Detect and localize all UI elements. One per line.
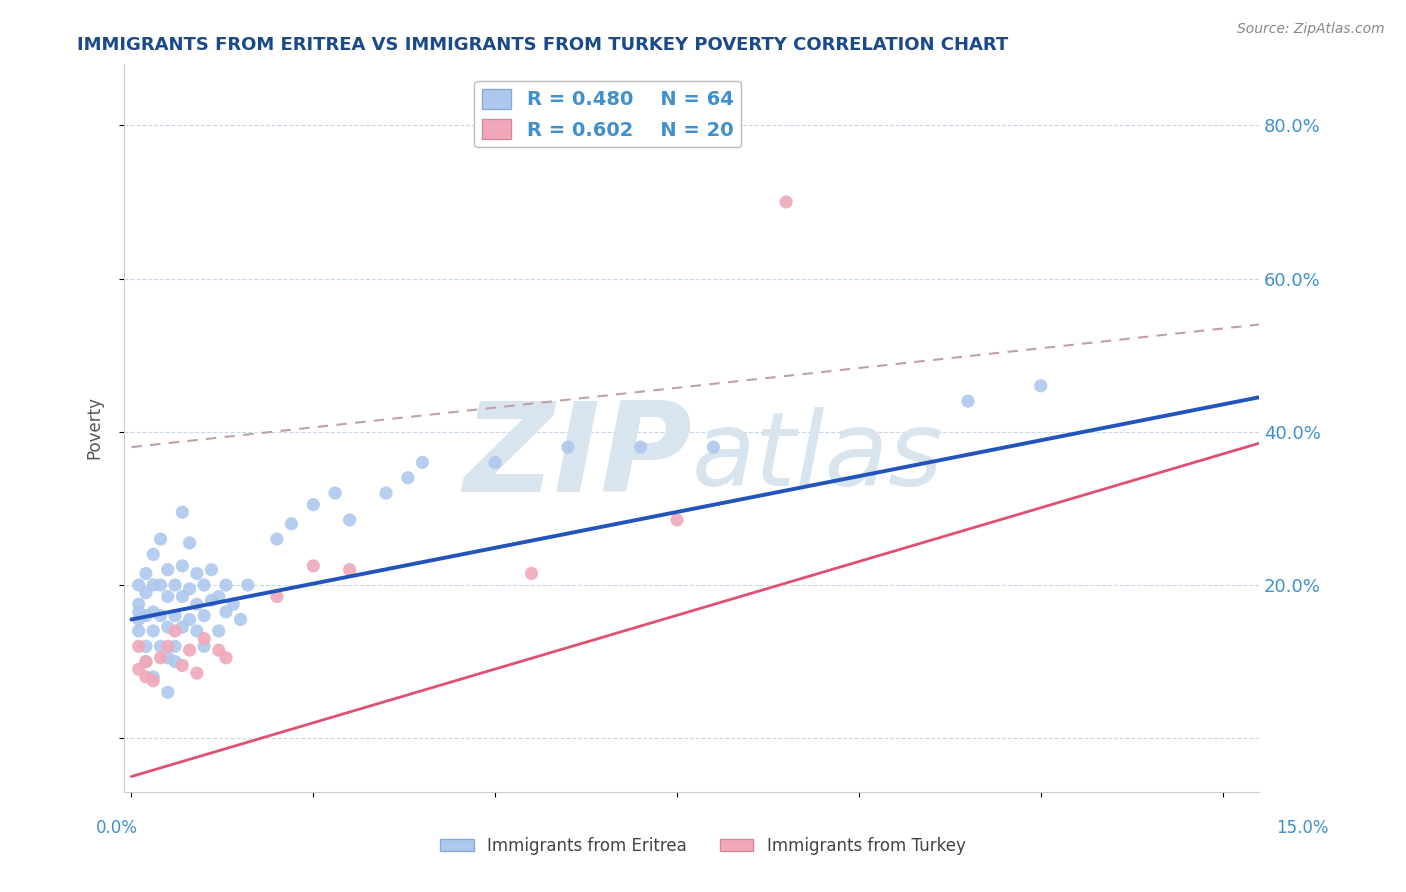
- Point: [193, 640, 215, 654]
- Point: [165, 624, 187, 638]
- Point: [266, 590, 288, 604]
- Point: [208, 624, 231, 638]
- Point: [135, 566, 157, 581]
- Point: [156, 640, 179, 654]
- Point: [411, 455, 433, 469]
- Point: [200, 593, 222, 607]
- Point: [229, 612, 252, 626]
- Point: [165, 608, 187, 623]
- Point: [630, 440, 652, 454]
- Point: [149, 640, 172, 654]
- Point: [339, 563, 361, 577]
- Point: [339, 513, 361, 527]
- Point: [128, 640, 150, 654]
- Point: [179, 643, 201, 657]
- Point: [520, 566, 543, 581]
- Point: [302, 558, 325, 573]
- Text: ZIP: ZIP: [463, 397, 692, 517]
- Legend: Immigrants from Eritrea, Immigrants from Turkey: Immigrants from Eritrea, Immigrants from…: [433, 830, 973, 862]
- Point: [142, 578, 165, 592]
- Point: [172, 590, 194, 604]
- Point: [128, 612, 150, 626]
- Point: [186, 597, 208, 611]
- Point: [302, 498, 325, 512]
- Point: [156, 563, 179, 577]
- Point: [156, 685, 179, 699]
- Point: [323, 486, 346, 500]
- Point: [396, 471, 419, 485]
- Point: [236, 578, 259, 592]
- Point: [208, 590, 231, 604]
- Point: [666, 513, 689, 527]
- Y-axis label: Poverty: Poverty: [86, 396, 103, 459]
- Legend: R = 0.480    N = 64, R = 0.602    N = 20: R = 0.480 N = 64, R = 0.602 N = 20: [474, 81, 741, 147]
- Point: [135, 640, 157, 654]
- Text: IMMIGRANTS FROM ERITREA VS IMMIGRANTS FROM TURKEY POVERTY CORRELATION CHART: IMMIGRANTS FROM ERITREA VS IMMIGRANTS FR…: [77, 36, 1008, 54]
- Point: [215, 578, 238, 592]
- Point: [208, 643, 231, 657]
- Point: [179, 536, 201, 550]
- Point: [186, 666, 208, 681]
- Point: [702, 440, 724, 454]
- Point: [149, 578, 172, 592]
- Point: [172, 558, 194, 573]
- Point: [142, 547, 165, 561]
- Point: [142, 605, 165, 619]
- Point: [156, 620, 179, 634]
- Point: [135, 655, 157, 669]
- Point: [375, 486, 398, 500]
- Point: [165, 655, 187, 669]
- Point: [135, 655, 157, 669]
- Point: [1029, 379, 1052, 393]
- Text: Source: ZipAtlas.com: Source: ZipAtlas.com: [1237, 22, 1385, 37]
- Point: [128, 597, 150, 611]
- Point: [775, 194, 797, 209]
- Point: [215, 605, 238, 619]
- Point: [149, 532, 172, 546]
- Point: [484, 455, 506, 469]
- Point: [186, 624, 208, 638]
- Point: [266, 532, 288, 546]
- Text: atlas: atlas: [692, 407, 943, 507]
- Point: [135, 585, 157, 599]
- Point: [193, 632, 215, 646]
- Point: [149, 650, 172, 665]
- Point: [142, 673, 165, 688]
- Point: [200, 563, 222, 577]
- Point: [193, 608, 215, 623]
- Point: [956, 394, 979, 409]
- Point: [215, 650, 238, 665]
- Text: 0.0%: 0.0%: [96, 819, 138, 837]
- Point: [128, 578, 150, 592]
- Point: [156, 590, 179, 604]
- Point: [149, 608, 172, 623]
- Point: [142, 670, 165, 684]
- Point: [135, 608, 157, 623]
- Point: [135, 670, 157, 684]
- Point: [128, 605, 150, 619]
- Point: [172, 620, 194, 634]
- Point: [557, 440, 579, 454]
- Point: [172, 658, 194, 673]
- Point: [142, 624, 165, 638]
- Point: [179, 582, 201, 596]
- Point: [172, 505, 194, 519]
- Point: [165, 578, 187, 592]
- Point: [165, 640, 187, 654]
- Point: [128, 662, 150, 676]
- Text: 15.0%: 15.0%: [1277, 819, 1329, 837]
- Point: [193, 578, 215, 592]
- Point: [280, 516, 302, 531]
- Point: [156, 650, 179, 665]
- Point: [179, 612, 201, 626]
- Point: [128, 624, 150, 638]
- Point: [186, 566, 208, 581]
- Point: [222, 597, 245, 611]
